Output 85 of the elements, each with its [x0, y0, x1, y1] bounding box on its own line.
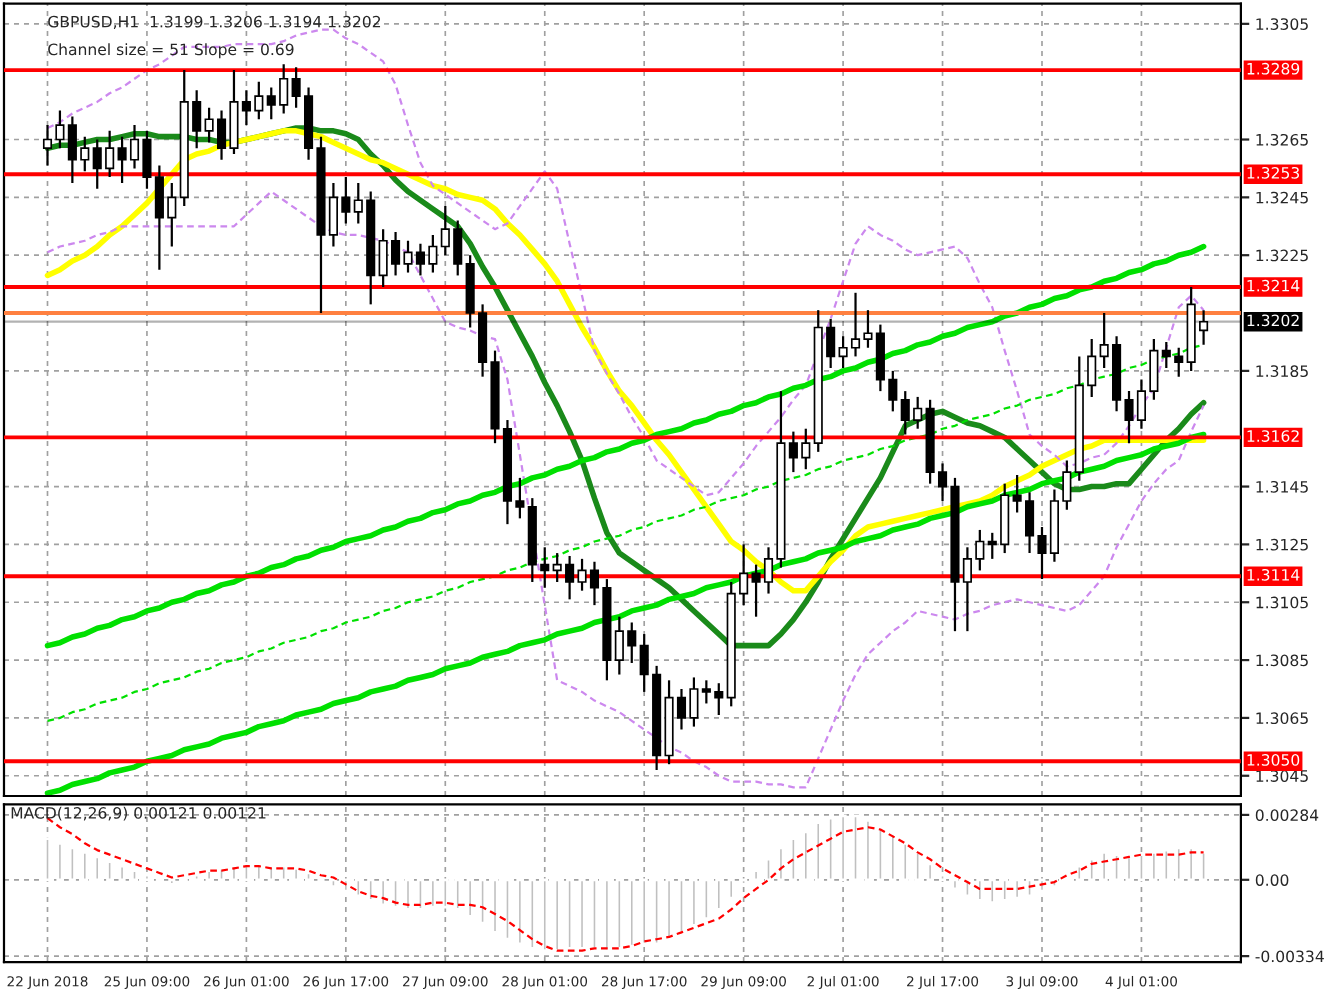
- bar: [528, 878, 536, 950]
- bar: [106, 860, 114, 882]
- bar: [93, 855, 101, 882]
- bar: [441, 878, 449, 909]
- bar: [553, 878, 561, 953]
- line-series: [46, 190, 1205, 789]
- bar: [143, 873, 151, 882]
- bar: [416, 878, 424, 911]
- bar: [1001, 878, 1009, 902]
- bar: [118, 864, 126, 882]
- bar: [578, 878, 586, 950]
- bar: [541, 878, 549, 953]
- line-series: [44, 243, 1207, 649]
- bar: [354, 878, 362, 898]
- bar: [951, 878, 959, 891]
- bar: [640, 878, 648, 946]
- bar: [802, 830, 810, 882]
- bar: [1150, 850, 1158, 882]
- bar: [292, 866, 300, 882]
- bar: [727, 878, 735, 900]
- bar: [193, 873, 201, 882]
- bar: [1200, 850, 1208, 882]
- bar: [566, 878, 574, 950]
- bar: [404, 878, 412, 911]
- bar: [889, 832, 897, 882]
- bar: [367, 878, 375, 902]
- bar: [590, 878, 599, 950]
- bar: [715, 878, 723, 911]
- bar: [168, 878, 176, 886]
- bar: [976, 878, 984, 902]
- line-series: [44, 431, 1207, 796]
- bar: [1100, 850, 1108, 882]
- bar: [280, 864, 288, 882]
- bar: [454, 878, 462, 911]
- bar: [603, 878, 611, 953]
- bar: [677, 878, 686, 934]
- bar: [392, 878, 400, 909]
- bar: [329, 878, 337, 889]
- bar: [988, 878, 996, 905]
- bar: [1025, 878, 1034, 898]
- bar: [130, 869, 139, 882]
- bar: [615, 878, 623, 950]
- bar: [1013, 878, 1021, 900]
- bar: [876, 825, 884, 882]
- bar: [304, 871, 313, 882]
- bar: [740, 878, 748, 886]
- bar: [777, 846, 785, 882]
- line-series: [46, 28, 1205, 497]
- bar: [1187, 846, 1195, 882]
- bar: [1075, 864, 1083, 882]
- bar: [1175, 846, 1183, 882]
- bar: [503, 878, 512, 941]
- bar: [267, 864, 275, 882]
- bar: [864, 818, 872, 882]
- bar: [1137, 853, 1146, 882]
- bar: [752, 869, 760, 882]
- bar: [926, 862, 934, 882]
- bar: [839, 814, 847, 882]
- bar: [379, 878, 387, 907]
- bar: [851, 814, 860, 882]
- bar: [914, 850, 922, 882]
- bar: [1088, 857, 1096, 882]
- bar: [938, 873, 947, 882]
- bar: [764, 857, 773, 882]
- bar: [491, 878, 499, 934]
- bar: [466, 878, 474, 918]
- bar: [901, 841, 909, 882]
- bar: [81, 850, 89, 882]
- bar: [56, 841, 64, 882]
- bar: [702, 878, 710, 921]
- bar: [1125, 855, 1133, 882]
- bar: [516, 878, 524, 946]
- line-series: [46, 343, 1205, 722]
- bar: [1162, 848, 1170, 882]
- bar: [479, 878, 487, 925]
- bar: [429, 878, 437, 909]
- bar: [827, 816, 835, 882]
- bar: [43, 837, 52, 882]
- bar: [789, 837, 797, 882]
- bar: [628, 878, 636, 948]
- bar: [653, 878, 661, 946]
- bar: [205, 869, 213, 882]
- bar: [690, 878, 698, 927]
- bar: [68, 846, 76, 882]
- bar: [814, 821, 822, 882]
